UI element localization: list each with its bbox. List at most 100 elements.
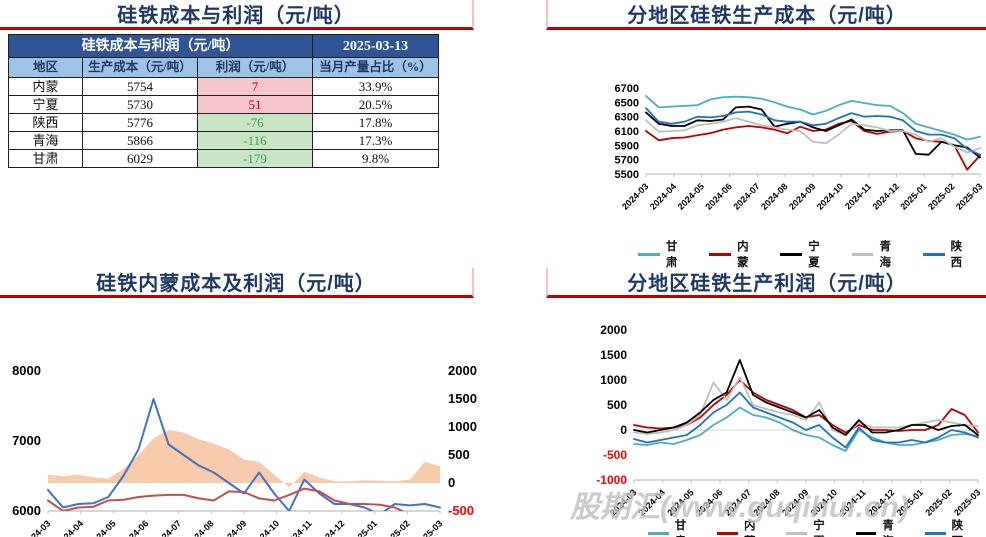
svg-text:-500: -500 [603,448,627,462]
svg-text:-500: -500 [448,503,474,518]
svg-text:6000: 6000 [12,503,41,518]
svg-text:2024-07: 2024-07 [723,487,753,517]
legend-item: 甘肃 [638,238,685,270]
panel-title-text: 硅铁内蒙成本及利润（元/吨） [96,273,376,295]
legend-label: 青海 [882,520,894,537]
legend-item: 内蒙 [709,238,756,270]
svg-text:2024-03: 2024-03 [620,181,650,211]
table-title: 硅铁成本与利润（元/吨） [7,34,314,58]
panel-title: 硅铁成本与利润（元/吨） [0,0,474,30]
series-lines [633,359,979,452]
panel-title: 分地区硅铁生产成本（元/吨） [546,0,986,30]
panel-title: 分地区硅铁生产利润（元/吨） [546,268,986,298]
profit-cell: -179 [196,149,314,168]
svg-text:0: 0 [448,475,455,490]
svg-text:2024-12: 2024-12 [316,518,346,537]
cost-chart-legend: 甘肃 内蒙 宁夏 青海 陕西 [626,238,982,270]
svg-text:2025-03: 2025-03 [954,181,984,211]
column-header: 地区 [8,57,83,78]
profit-cell: -116 [196,131,314,150]
svg-text:5900: 5900 [615,140,639,152]
svg-text:2024-12: 2024-12 [870,181,900,211]
svg-text:5500: 5500 [615,169,639,181]
y-axis-labels: 6000 7000 8000 -500 0 500 1000 1500 2000 [12,363,477,518]
svg-text:2024-10: 2024-10 [809,487,839,517]
region-cell: 内蒙 [8,77,83,96]
legend-swatch [922,252,945,256]
share-cell: 33.9% [312,77,440,96]
svg-text:2024-06: 2024-06 [703,181,733,211]
svg-text:2025-03: 2025-03 [952,487,982,517]
legend-item: 陕西 [924,517,970,537]
column-header: 利润（元/吨） [196,57,314,78]
legend-swatch [780,252,803,256]
profit-cell: 51 [196,95,314,114]
svg-text:2024-06: 2024-06 [694,487,724,517]
legend-label: 甘肃 [665,241,678,269]
svg-text:2024-06: 2024-06 [120,518,150,537]
legend-item: 青海 [851,238,899,270]
legend-swatch [786,531,808,535]
svg-text:500: 500 [607,398,627,412]
legend-swatch [709,252,732,256]
svg-text:7000: 7000 [12,433,41,448]
svg-text:1000: 1000 [448,419,477,434]
cost-cell: 5776 [82,113,198,132]
profit-cell: 7 [196,77,314,96]
region-cell: 甘肃 [8,149,83,168]
cost-profit-table-grid: 硅铁成本与利润（元/吨） 2025-03-13 地区 生产成本（元/吨） 利润（元/吨）… [7,34,440,168]
cost-by-region-chart: 55005700590061006300650067002024-032024-… [615,83,985,212]
table-row: 青海 5866 -116 17.3% [8,131,440,150]
share-cell: 20.5% [312,95,440,114]
legend-label: 青海 [879,241,891,269]
series-lines [645,95,981,171]
share-cell: 17.8% [312,113,440,132]
svg-text:2025-01: 2025-01 [898,181,928,211]
svg-text:6100: 6100 [615,126,639,138]
svg-text:2024-09: 2024-09 [787,181,817,211]
svg-text:2000: 2000 [448,363,477,378]
legend-item: 内蒙 [717,517,762,537]
svg-text:2024-05: 2024-05 [87,518,117,537]
cost-cell: 5866 [82,131,198,150]
region-cell: 青海 [8,131,83,150]
svg-text:2024-05: 2024-05 [665,487,695,517]
legend-swatch [851,252,874,256]
panel-profit-by-region: 分地区硅铁生产利润（元/吨） -1000 -500 0 500 1000 1500 2000… [546,268,986,537]
panel-title-text: 分地区硅铁生产成本（元/吨） [627,5,907,27]
x-axis-labels: 2024-032024-042024-052024-062024-072024-… [620,174,984,212]
share-cell: 17.3% [312,131,440,150]
svg-text:2024-05: 2024-05 [676,181,706,211]
table-row: 甘肃 6029 -179 9.8% [8,149,440,168]
legend-label: 甘肃 [674,520,687,537]
legend-label: 陕西 [951,520,964,537]
svg-text:500: 500 [448,447,470,462]
legend-swatch [855,531,877,535]
table-row: 宁夏 5730 51 20.5% [8,95,440,114]
svg-text:6500: 6500 [615,97,639,109]
svg-text:2025-01: 2025-01 [895,487,925,517]
svg-text:2024-10: 2024-10 [815,181,845,211]
svg-text:2025-02: 2025-02 [381,518,411,537]
legend-swatch [924,531,946,535]
svg-text:2024-09: 2024-09 [218,518,248,537]
legend-swatch [648,531,669,535]
legend-label: 陕西 [950,241,963,269]
y-axis-labels: 5500 5700 5900 6100 6300 6500 6700 [615,83,639,181]
svg-text:6700: 6700 [615,83,639,95]
svg-text:2024-09: 2024-09 [780,487,810,517]
svg-text:6300: 6300 [615,112,639,124]
svg-text:2024-04: 2024-04 [637,487,667,517]
legend-label: 内蒙 [744,520,756,537]
legend-label: 宁夏 [808,241,820,269]
panel-nm-cost-profit: 硅铁内蒙成本及利润（元/吨） 6000 7000 8000 -500 0 500 1000 1… [0,268,477,537]
column-header: 生产成本（元/吨） [82,57,198,78]
profit-chart-legend: 甘肃 内蒙 宁夏 青海 陕西 [636,517,982,537]
svg-text:2024-04: 2024-04 [55,518,85,537]
cost-cell: 6029 [82,149,198,168]
cost-cell: 5754 [82,77,198,96]
svg-text:2024-11: 2024-11 [843,181,873,211]
